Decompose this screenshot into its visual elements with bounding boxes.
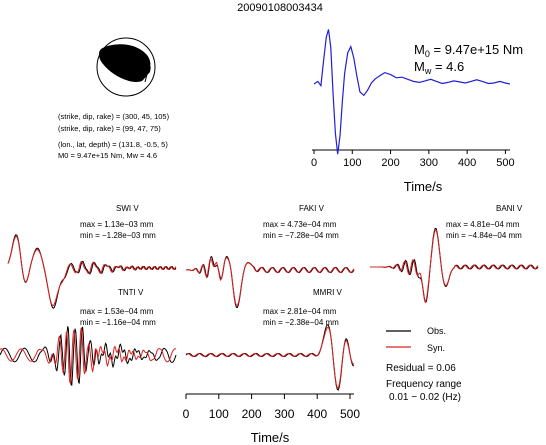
waveform-xlabel: Time/s — [251, 430, 290, 445]
solution-line-1: (strike, dip, rake) = (300, 45, 105) — [58, 112, 170, 121]
waveforms — [0, 227, 539, 391]
station-mmri-max: max = 2.81e−04 mm — [263, 307, 337, 316]
mmri-observed-trace — [185, 324, 355, 391]
station-swi-name: SWI V — [116, 204, 139, 213]
station-tnti-name: TNTI V — [118, 288, 144, 297]
faki-observed-trace — [185, 255, 355, 309]
waveform-tnti — [0, 326, 177, 386]
legend-residual: Residual = 0.06 — [386, 363, 456, 374]
tnti-synthetic-trace — [0, 327, 177, 385]
stf-x-tick-label: 200 — [381, 157, 399, 169]
waveform-swi — [7, 234, 177, 309]
swi-observed-trace — [7, 234, 177, 309]
waveform-faki — [185, 255, 355, 309]
legend-frequency-label: Frequency range — [386, 379, 462, 390]
faki-synthetic-trace — [185, 256, 355, 307]
stf-x-tick-label: 500 — [496, 157, 514, 169]
solution-line-4: M0 = 9.47e+15 Nm, Mw = 4.6 — [58, 151, 157, 160]
tnti-observed-trace — [0, 326, 177, 386]
bani-synthetic-trace — [370, 229, 539, 304]
stf-x-tick-label: 100 — [343, 157, 361, 169]
legend-obs-label: Obs. — [427, 326, 446, 336]
legend-syn-label: Syn. — [427, 343, 445, 353]
stf-x-ticks: 0 100 200 300 400 500 — [311, 150, 515, 169]
waveform-x-tick-label: 100 — [209, 407, 229, 421]
station-tnti-min: min = −1.16e−04 mm — [80, 318, 156, 327]
waveform-x-tick-label: 400 — [307, 407, 327, 421]
station-faki-max: max = 4.73e−04 mm — [263, 220, 337, 229]
waveform-x-tick-label: 200 — [242, 407, 262, 421]
waveform-x-ticks: 0 100 200 300 400 500 — [183, 394, 360, 421]
station-bani-name: BANI V — [496, 204, 523, 213]
svg-text:Mw = 4.6: Mw = 4.6 — [414, 59, 464, 76]
station-swi-max: max = 1.13e−03 mm — [80, 220, 154, 229]
waveform-x-tick-label: 300 — [274, 407, 294, 421]
solution-line-2: (strike, dip, rake) = (99, 47, 75) — [58, 124, 161, 133]
waveform-mmri — [185, 324, 355, 391]
waveform-x-tick-label: 500 — [340, 407, 360, 421]
stf-xlabel: Time/s — [404, 179, 443, 194]
mmri-synthetic-trace — [185, 326, 355, 389]
stf-series-line — [313, 29, 511, 155]
stf-x-tick-label: 300 — [420, 157, 438, 169]
page-title: 20090108003434 — [237, 2, 323, 14]
legend: Obs. Syn. Residual = 0.06 Frequency rang… — [386, 326, 462, 403]
solution-text: (strike, dip, rake) = (300, 45, 105) (st… — [58, 112, 170, 160]
station-mmri-name: MMRI V — [313, 288, 343, 297]
station-bani-max: max = 4.81e−04 mm — [446, 220, 520, 229]
solution-line-3: (lon., lat, depth) = (131.8, -0.5, 5) — [58, 140, 168, 149]
stf-x-tick-label: 0 — [311, 157, 317, 169]
stf-moment-label: M0 = 9.47e+15 Nm Mw = 4.6 — [414, 42, 523, 76]
stf-x-tick-label: 400 — [458, 157, 476, 169]
legend-frequency-value: 0.01 − 0.02 (Hz) — [389, 392, 461, 403]
waveform-x-tick-label: 0 — [183, 407, 190, 421]
stf-panel: 0 100 200 300 400 500 Time/s M0 = 9.47e+15 Nm… — [311, 29, 523, 194]
waveform-bani — [370, 227, 539, 304]
station-faki-min: min = −7.28e−04 mm — [263, 231, 339, 240]
station-labels: SWI V max = 1.13e−03 mm min = −1.28e−03 … — [80, 204, 523, 327]
svg-text:M0 = 9.47e+15 Nm: M0 = 9.47e+15 Nm — [414, 42, 523, 59]
station-mmri-min: min = −2.38e−04 mm — [263, 318, 339, 327]
station-tnti-max: max = 1.53e−04 mm — [80, 307, 154, 316]
station-faki-name: FAKI V — [299, 204, 325, 213]
focal-mechanism-beachball — [96, 37, 156, 97]
station-bani-min: min = −4.84e−04 mm — [446, 231, 522, 240]
waveform-time-axis: 0 100 200 300 400 500 Time/s — [183, 393, 360, 445]
station-swi-min: min = −1.28e−03 mm — [80, 231, 156, 240]
swi-synthetic-trace — [7, 235, 177, 306]
